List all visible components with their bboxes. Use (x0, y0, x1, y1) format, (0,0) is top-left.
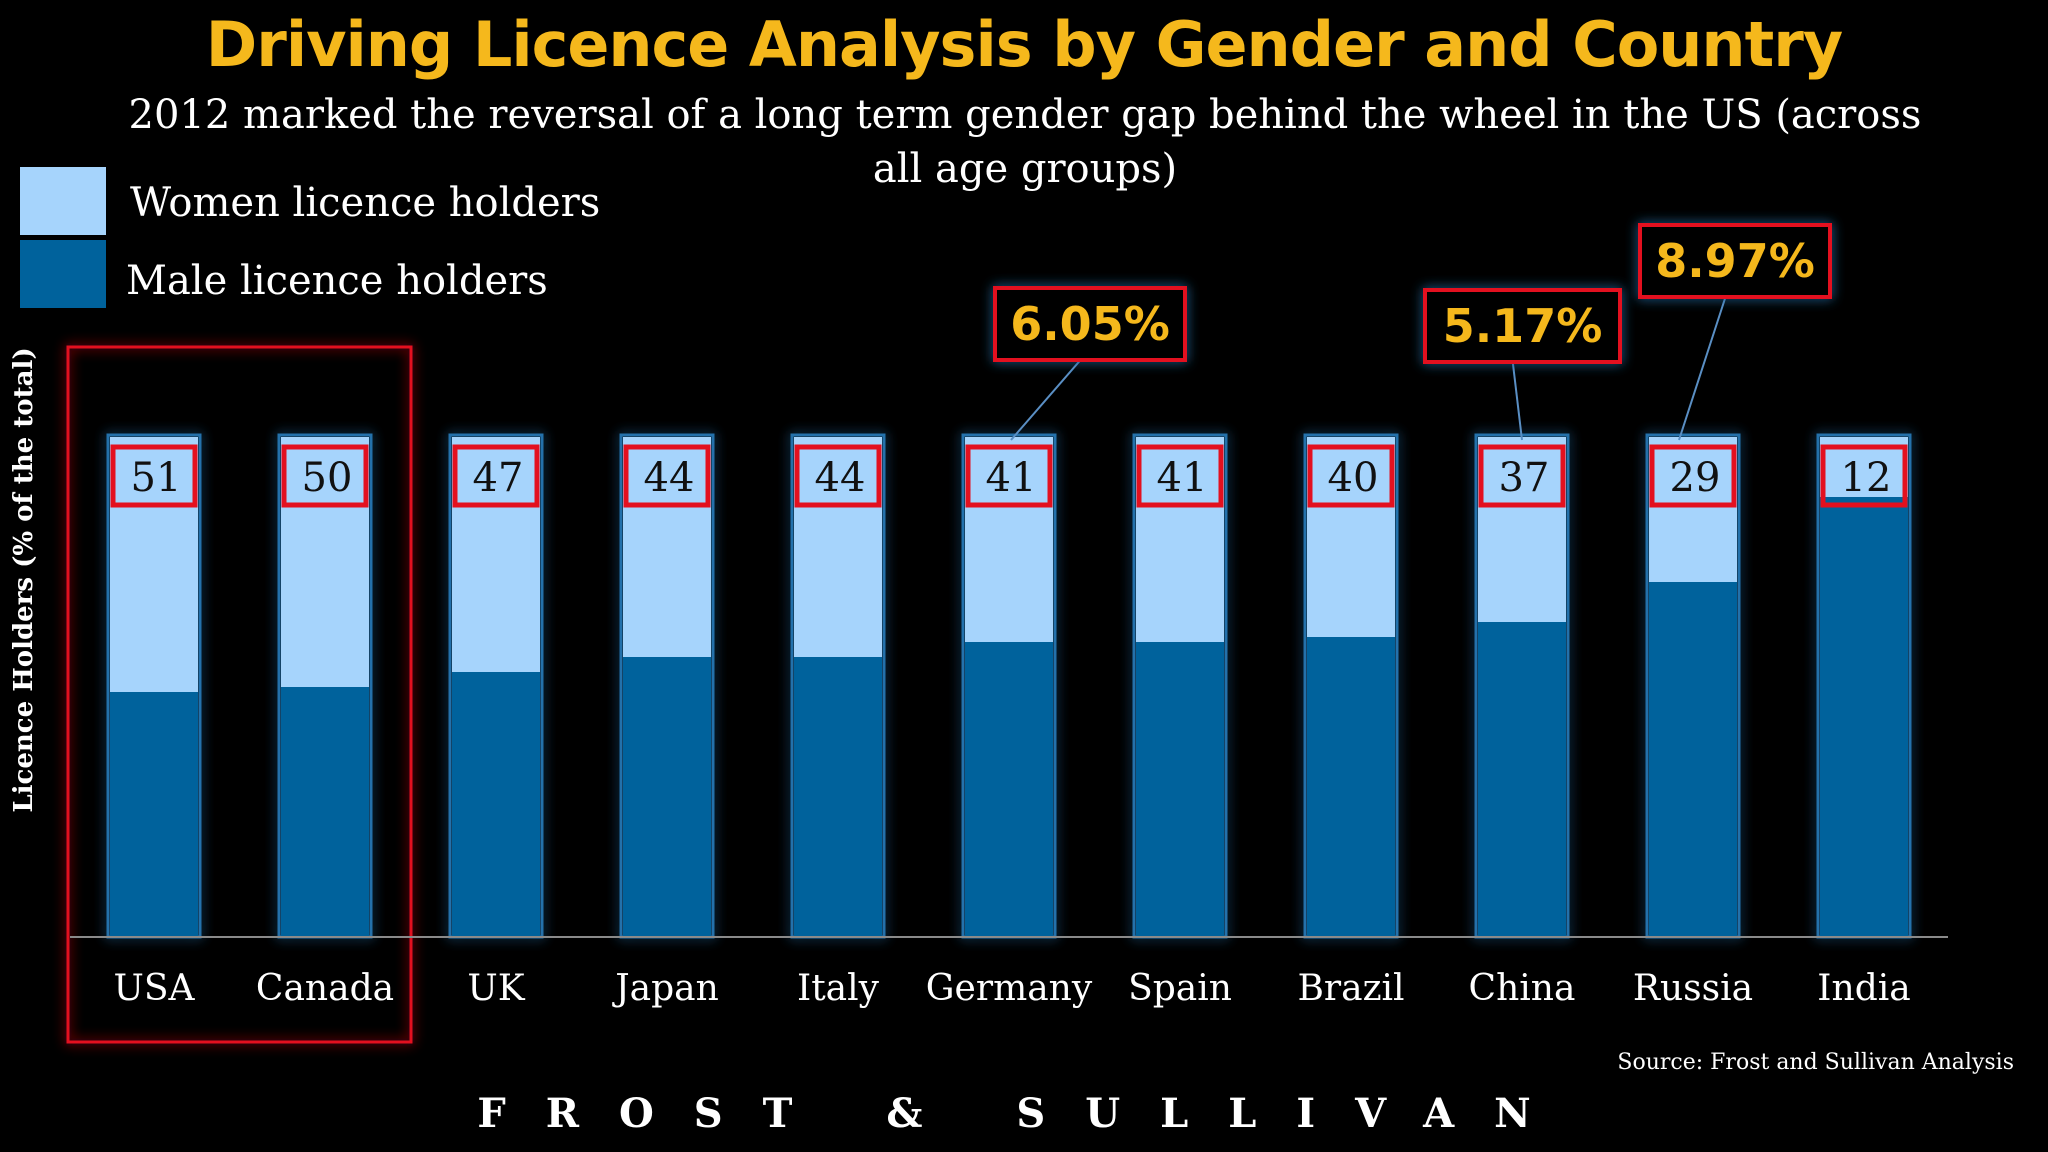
data-label-italy: 44 (815, 455, 866, 501)
bar-male-china (1478, 622, 1566, 937)
x-tick-label-japan: Japan (611, 968, 719, 1009)
data-label-box-brazil (1307, 444, 1395, 508)
data-label-japan: 44 (644, 455, 695, 501)
bar-women-spain (1136, 437, 1224, 642)
data-label-spain: 41 (1157, 455, 1208, 501)
x-tick-label-uk: UK (467, 968, 525, 1009)
bar-male-germany (965, 642, 1053, 937)
legend-label-women: Women licence holders (130, 180, 601, 226)
callout-leader-china (1511, 361, 1523, 441)
bar-male-japan (623, 657, 711, 937)
bar-women-china (1478, 437, 1566, 622)
data-label-box-spain (1136, 444, 1224, 508)
callout-text-russia: 8.97% (1655, 234, 1815, 288)
legend-swatch-women (20, 167, 106, 235)
x-tick-label-russia: Russia (1633, 968, 1753, 1009)
data-label-germany: 41 (986, 455, 1037, 501)
data-label-canada: 50 (302, 455, 353, 501)
x-tick-label-canada: Canada (256, 968, 394, 1009)
data-label-box-canada (281, 444, 369, 508)
bar-women-japan (623, 437, 711, 657)
data-label-india: 12 (1841, 455, 1892, 501)
data-label-usa: 51 (131, 455, 182, 501)
bar-male-russia (1649, 582, 1737, 937)
data-label-brazil: 40 (1328, 455, 1379, 501)
data-label-box-russia (1649, 444, 1737, 508)
x-tick-label-india: India (1817, 968, 1910, 1009)
data-label-box-india (1820, 444, 1908, 508)
bar-women-brazil (1307, 437, 1395, 637)
callout-leader-germany (1010, 359, 1082, 441)
bar-male-uk (452, 672, 540, 937)
legend-label-male: Male licence holders (126, 258, 548, 304)
callout-text-germany: 6.05% (1010, 297, 1170, 351)
data-label-box-italy (794, 444, 882, 508)
data-label-box-usa (110, 444, 198, 508)
chart-title: Driving Licence Analysis by Gender and C… (205, 8, 1843, 81)
bar-male-spain (1136, 642, 1224, 937)
callout-box-china (1423, 288, 1622, 364)
source-note: Source: Frost and Sullivan Analysis (1617, 1050, 2014, 1075)
data-label-box-japan (623, 444, 711, 508)
bar-women-usa (110, 437, 198, 692)
x-tick-label-brazil: Brazil (1297, 968, 1404, 1009)
x-tick-label-spain: Spain (1128, 968, 1232, 1009)
callout-box-germany (993, 286, 1187, 362)
x-tick-label-germany: Germany (926, 968, 1093, 1009)
bar-male-italy (794, 657, 882, 937)
callout-leader-russia (1678, 296, 1727, 441)
bar-male-india (1820, 497, 1908, 937)
data-label-box-china (1478, 444, 1566, 508)
bar-male-usa (110, 692, 198, 937)
x-tick-label-china: China (1469, 968, 1576, 1009)
bar-male-brazil (1307, 637, 1395, 937)
data-label-china: 37 (1499, 455, 1550, 501)
chart-subtitle: 2012 marked the reversal of a long term … (128, 92, 1922, 192)
data-label-box-germany (965, 444, 1053, 508)
data-label-box-uk (452, 444, 540, 508)
bar-women-uk (452, 437, 540, 672)
data-label-russia: 29 (1670, 455, 1721, 501)
bar-male-canada (281, 687, 369, 937)
x-tick-label-usa: USA (114, 968, 196, 1009)
callout-box-russia (1638, 223, 1832, 299)
bar-women-russia (1649, 437, 1737, 582)
bar-women-canada (281, 437, 369, 687)
bar-women-germany (965, 437, 1053, 642)
x-tick-label-italy: Italy (797, 968, 880, 1009)
legend-swatch-male (20, 240, 106, 308)
highlight-box-border (66, 345, 413, 1044)
brand-logo-text: FROST & SULLIVAN (477, 1090, 1571, 1137)
bar-women-italy (794, 437, 882, 657)
data-label-uk: 47 (473, 455, 524, 501)
callout-text-china: 5.17% (1443, 299, 1603, 353)
